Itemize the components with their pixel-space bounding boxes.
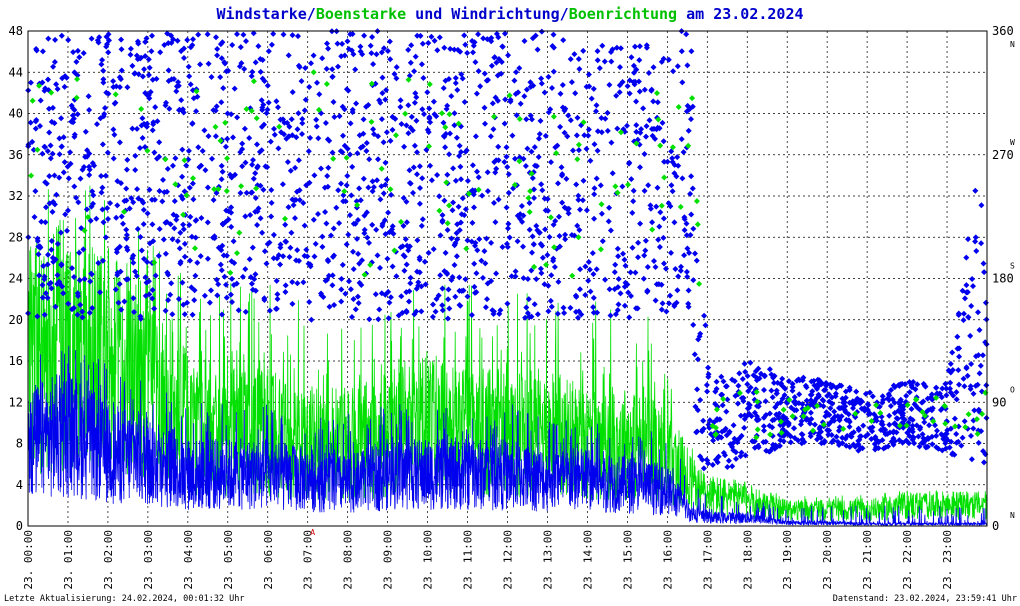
x-tick-label: 23. 11:00 bbox=[462, 530, 475, 590]
direction-letter: O bbox=[1010, 385, 1015, 394]
direction-letter: W bbox=[1010, 138, 1015, 147]
y-left-tick-label: 36 bbox=[9, 148, 23, 162]
y-left-tick-label: 28 bbox=[9, 230, 23, 244]
x-tick-label: 23. 17:00 bbox=[701, 530, 714, 590]
x-tick-label: 23. 08:00 bbox=[342, 530, 355, 590]
wind-direction-series bbox=[25, 28, 990, 472]
footer-last-update: Letzte Aktualisierung: 24.02.2024, 00:01… bbox=[4, 594, 245, 604]
title-part-2: Boenstarke bbox=[316, 5, 406, 23]
y-left-tick-label: 4 bbox=[16, 478, 23, 492]
y-left-tick-label: 48 bbox=[9, 24, 23, 38]
plot-border bbox=[27, 30, 988, 527]
y-left-tick-label: 32 bbox=[9, 189, 23, 203]
title-part-0: Windstarke bbox=[216, 5, 306, 23]
x-tick-label: 23. 14:00 bbox=[581, 530, 594, 590]
x-tick-label: 23. 12:00 bbox=[502, 530, 515, 590]
y-left-tick-label: 16 bbox=[9, 354, 23, 368]
x-tick-label: 23. 05:00 bbox=[222, 530, 235, 590]
y-right-tick-label: 90 bbox=[992, 395, 1006, 409]
x-tick-label: 23. 00:00 bbox=[22, 530, 35, 590]
x-tick-label: 23. 01:00 bbox=[62, 530, 75, 590]
title-part-5: / bbox=[560, 5, 569, 23]
wind-speed-series bbox=[27, 345, 988, 527]
title-part-7: am 23.02.2024 bbox=[677, 5, 803, 23]
marker-label: A bbox=[310, 528, 315, 537]
x-tick-label: 23. 21:00 bbox=[861, 530, 874, 590]
x-axis-marker: A bbox=[310, 528, 315, 537]
x-tick-label: 23. 20:00 bbox=[821, 530, 834, 590]
series-wind-dir-points bbox=[25, 28, 990, 472]
y-left-tick-label: 24 bbox=[9, 272, 23, 286]
x-tick-label: 23. 10:00 bbox=[422, 530, 435, 590]
direction-letter: S bbox=[1010, 262, 1015, 271]
x-tick-label: 23. 09:00 bbox=[382, 530, 395, 590]
y-left-tick-label: 44 bbox=[9, 65, 23, 79]
direction-letter: N bbox=[1010, 511, 1015, 520]
chart-title: Windstarke/Boenstarke und Windrichtung/B… bbox=[216, 5, 803, 23]
x-tick-label: 23. 07:00 bbox=[302, 530, 315, 590]
title-part-4: Windrichtung bbox=[451, 5, 559, 23]
footer-data-status: Datenstand: 23.02.2024, 23:59:41 Uhr bbox=[833, 594, 1017, 604]
x-tick-label: 23. 18:00 bbox=[741, 530, 754, 590]
series-wind-line-path bbox=[27, 345, 988, 527]
y-right-tick-label: 270 bbox=[992, 148, 1014, 162]
title-part-3: und bbox=[406, 5, 451, 23]
y-right-tick-label: 180 bbox=[992, 272, 1014, 286]
x-tick-label: 23. 15:00 bbox=[621, 530, 634, 590]
x-axis-labels: 23. 00:00 23. 01:00 23. 02:00 23. 03:00 23. … bbox=[22, 530, 954, 590]
direction-letter: N bbox=[1010, 40, 1015, 49]
x-tick-label: 23. 19:00 bbox=[781, 530, 794, 590]
x-tick-label: 23. 22:00 bbox=[901, 530, 914, 590]
title-part-1: / bbox=[307, 5, 316, 23]
x-tick-label: 23. 02:00 bbox=[102, 530, 115, 590]
title-part-6: Boenrichtung bbox=[569, 5, 677, 23]
y-right-tick-label: 0 bbox=[992, 519, 999, 533]
y-right-tick-label: 360 bbox=[992, 24, 1014, 38]
x-tick-label: 23. 16:00 bbox=[661, 530, 674, 590]
y-left-tick-label: 8 bbox=[16, 437, 23, 451]
x-tick-label: 23. 13:00 bbox=[541, 530, 554, 590]
y-left-tick-label: 0 bbox=[16, 519, 23, 533]
x-tick-label: 23. 06:00 bbox=[262, 530, 275, 590]
y-left-tick-label: 40 bbox=[9, 107, 23, 121]
y-axis-right-labels: 0 90 180 270 360 N O S W N bbox=[992, 24, 1015, 533]
plot-frame bbox=[27, 30, 988, 527]
y-left-tick-label: 20 bbox=[9, 313, 23, 327]
x-tick-label: 23. 23:00 bbox=[941, 530, 954, 590]
x-tick-label: 23. 03:00 bbox=[142, 530, 155, 590]
y-left-tick-label: 12 bbox=[9, 395, 23, 409]
x-tick-label: 23. 04:00 bbox=[182, 530, 195, 590]
